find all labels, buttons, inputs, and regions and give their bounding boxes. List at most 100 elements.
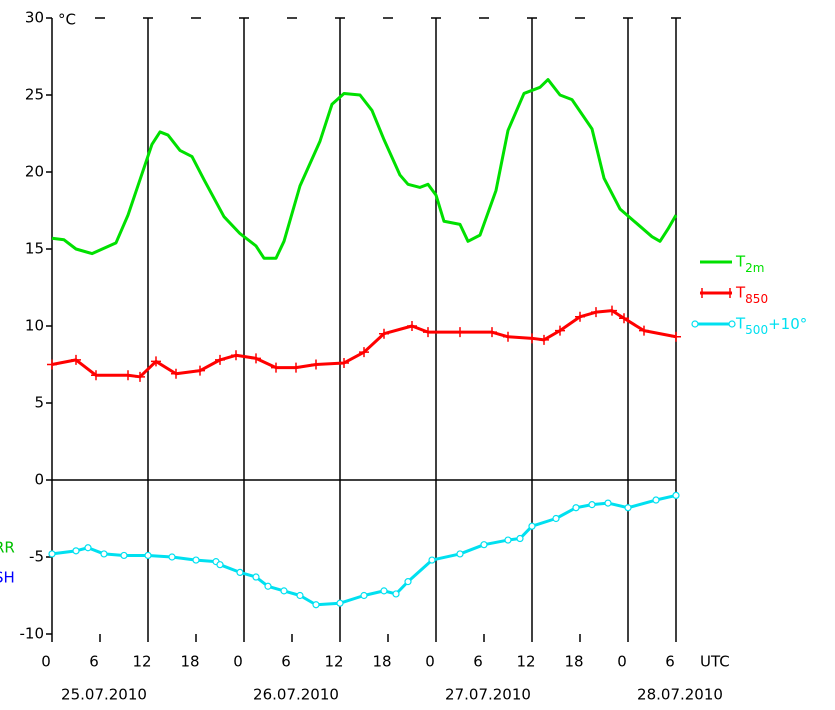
marker xyxy=(392,590,400,598)
marker xyxy=(539,334,549,345)
marker xyxy=(264,582,272,590)
y-tick-label: -5 xyxy=(29,548,44,566)
x-unit: UTC xyxy=(700,653,730,671)
legend-marker xyxy=(701,288,731,298)
x-tick-label: 6 xyxy=(473,653,483,671)
date-label: 28.07.2010 xyxy=(637,686,723,704)
marker xyxy=(591,307,601,318)
marker xyxy=(280,587,288,595)
x-tick-label: 18 xyxy=(372,653,391,671)
series-line xyxy=(51,309,677,379)
marker xyxy=(339,357,349,368)
marker xyxy=(168,553,176,561)
marker xyxy=(216,561,224,569)
x-tick-label: 6 xyxy=(89,653,99,671)
x-tick-label: 0 xyxy=(617,653,627,671)
marker xyxy=(404,578,412,586)
x-tick-label: 0 xyxy=(233,653,243,671)
marker xyxy=(151,356,161,367)
marker xyxy=(236,568,244,577)
marker xyxy=(47,359,57,370)
y-tick-label: 20 xyxy=(25,163,44,181)
marker xyxy=(672,491,680,499)
marker xyxy=(251,353,261,364)
marker xyxy=(588,501,596,509)
x-tick-label: 6 xyxy=(281,653,291,671)
date-label: 27.07.2010 xyxy=(445,686,531,704)
marker xyxy=(652,496,660,504)
x-tick-label: 12 xyxy=(516,653,535,671)
marker xyxy=(423,327,433,338)
marker xyxy=(624,504,632,512)
marker xyxy=(91,370,101,381)
marker xyxy=(555,325,565,336)
marker xyxy=(252,573,260,581)
marker xyxy=(528,522,536,530)
marker xyxy=(455,327,465,338)
marker xyxy=(144,551,152,560)
marker xyxy=(575,311,585,322)
y-tick-label: -10 xyxy=(20,625,45,643)
x-tick-label: 12 xyxy=(132,653,151,671)
legend-marker xyxy=(728,320,736,328)
marker xyxy=(428,556,436,564)
side-label: RR xyxy=(0,539,15,557)
marker xyxy=(407,321,417,331)
x-tick-label: 0 xyxy=(41,653,51,671)
marker xyxy=(639,325,649,336)
marker xyxy=(527,333,537,344)
marker xyxy=(231,350,241,361)
marker xyxy=(120,551,128,560)
marker xyxy=(552,514,560,523)
y-tick-label: 30 xyxy=(25,9,44,27)
marker xyxy=(607,305,617,316)
y-unit: °C xyxy=(58,11,76,29)
date-label: 26.07.2010 xyxy=(253,686,339,704)
marker xyxy=(296,591,304,600)
series-line xyxy=(51,78,678,260)
y-tick-label: 5 xyxy=(34,394,44,412)
marker xyxy=(135,371,145,382)
legend-label: T850 xyxy=(735,284,768,306)
y-tick-label: 0 xyxy=(34,471,44,489)
marker xyxy=(71,354,81,365)
side-label: SH xyxy=(0,569,15,587)
marker xyxy=(619,313,629,324)
series-line xyxy=(51,493,677,607)
marker xyxy=(84,544,92,552)
marker xyxy=(271,362,281,373)
marker xyxy=(336,599,344,607)
marker xyxy=(171,368,181,379)
marker xyxy=(48,550,56,558)
marker xyxy=(380,587,388,595)
y-tick-label: 15 xyxy=(25,240,44,258)
marker xyxy=(572,504,580,512)
date-label: 25.07.2010 xyxy=(61,686,147,704)
marker xyxy=(503,331,513,342)
marker xyxy=(504,536,512,544)
x-tick-label: 18 xyxy=(180,653,199,671)
legend-label: T2m xyxy=(735,253,765,275)
marker xyxy=(360,591,368,600)
marker xyxy=(195,365,205,376)
marker xyxy=(123,370,133,381)
x-tick-label: 6 xyxy=(665,653,675,671)
x-tick-label: 0 xyxy=(425,653,435,671)
marker xyxy=(456,550,464,558)
marker xyxy=(487,327,497,338)
legend-label: T500+10° xyxy=(735,315,807,337)
x-tick-label: 12 xyxy=(324,653,343,671)
marker xyxy=(671,331,681,342)
marker xyxy=(516,534,524,543)
marker xyxy=(215,354,225,365)
marker xyxy=(291,362,301,373)
x-tick-label: 18 xyxy=(564,653,583,671)
marker xyxy=(480,541,488,549)
marker xyxy=(72,547,80,555)
marker xyxy=(311,359,321,370)
y-tick-label: 25 xyxy=(25,86,44,104)
y-tick-label: 10 xyxy=(25,317,44,335)
marker xyxy=(100,550,108,558)
marker xyxy=(604,499,612,507)
